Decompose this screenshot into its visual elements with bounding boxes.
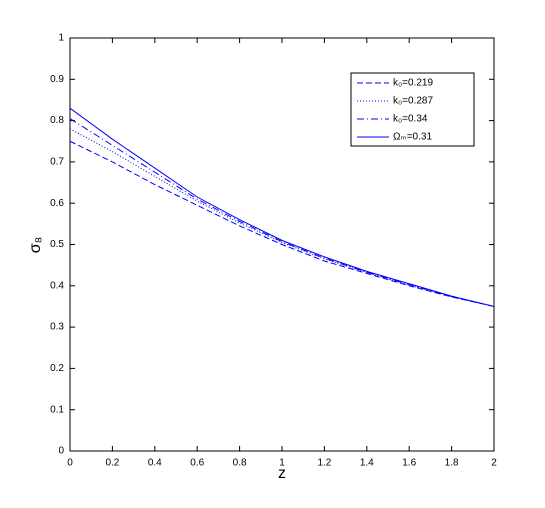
- x-axis-label: z: [278, 465, 286, 482]
- data-line: [69, 140, 495, 307]
- x-tick-label: 2: [491, 458, 497, 469]
- legend-label: Ωₘ=0.31: [393, 132, 432, 143]
- x-tick-label: 0.2: [105, 458, 119, 469]
- y-tick-label: 0.3: [50, 322, 64, 333]
- x-tick-label: 0.6: [190, 458, 204, 469]
- y-axis-label: σ₈: [27, 237, 44, 254]
- y-tick-label: 0.8: [50, 115, 64, 126]
- x-tick-label: 0.4: [148, 458, 162, 469]
- legend-box: [350, 72, 475, 147]
- x-tick-label: 1.8: [445, 458, 459, 469]
- y-tick-label: 0.1: [50, 404, 64, 415]
- x-tick-label: 1.6: [402, 458, 416, 469]
- x-tick-label: 1: [279, 458, 285, 469]
- data-line: [69, 128, 495, 307]
- x-tick-label: 1.4: [360, 458, 374, 469]
- y-tick-label: 0.9: [50, 74, 64, 85]
- y-tick-label: 0.2: [50, 363, 64, 374]
- y-tick-label: 0.7: [50, 157, 64, 168]
- data-line: [69, 107, 495, 307]
- legend-label: k₀=0.287: [393, 96, 433, 107]
- y-tick-label: 0.6: [50, 198, 64, 209]
- y-tick-label: 1: [58, 33, 64, 44]
- legend-label: k₀=0.219: [393, 78, 433, 89]
- legend-label: k₀=0.34: [393, 114, 428, 125]
- y-tick-label: 0: [58, 446, 64, 457]
- y-tick-label: 0.4: [50, 280, 64, 291]
- data-line: [69, 118, 495, 307]
- x-tick-label: 1.2: [317, 458, 331, 469]
- x-tick-label: 0.8: [233, 458, 247, 469]
- x-tick-label: 0: [67, 458, 73, 469]
- y-tick-label: 0.5: [50, 239, 64, 250]
